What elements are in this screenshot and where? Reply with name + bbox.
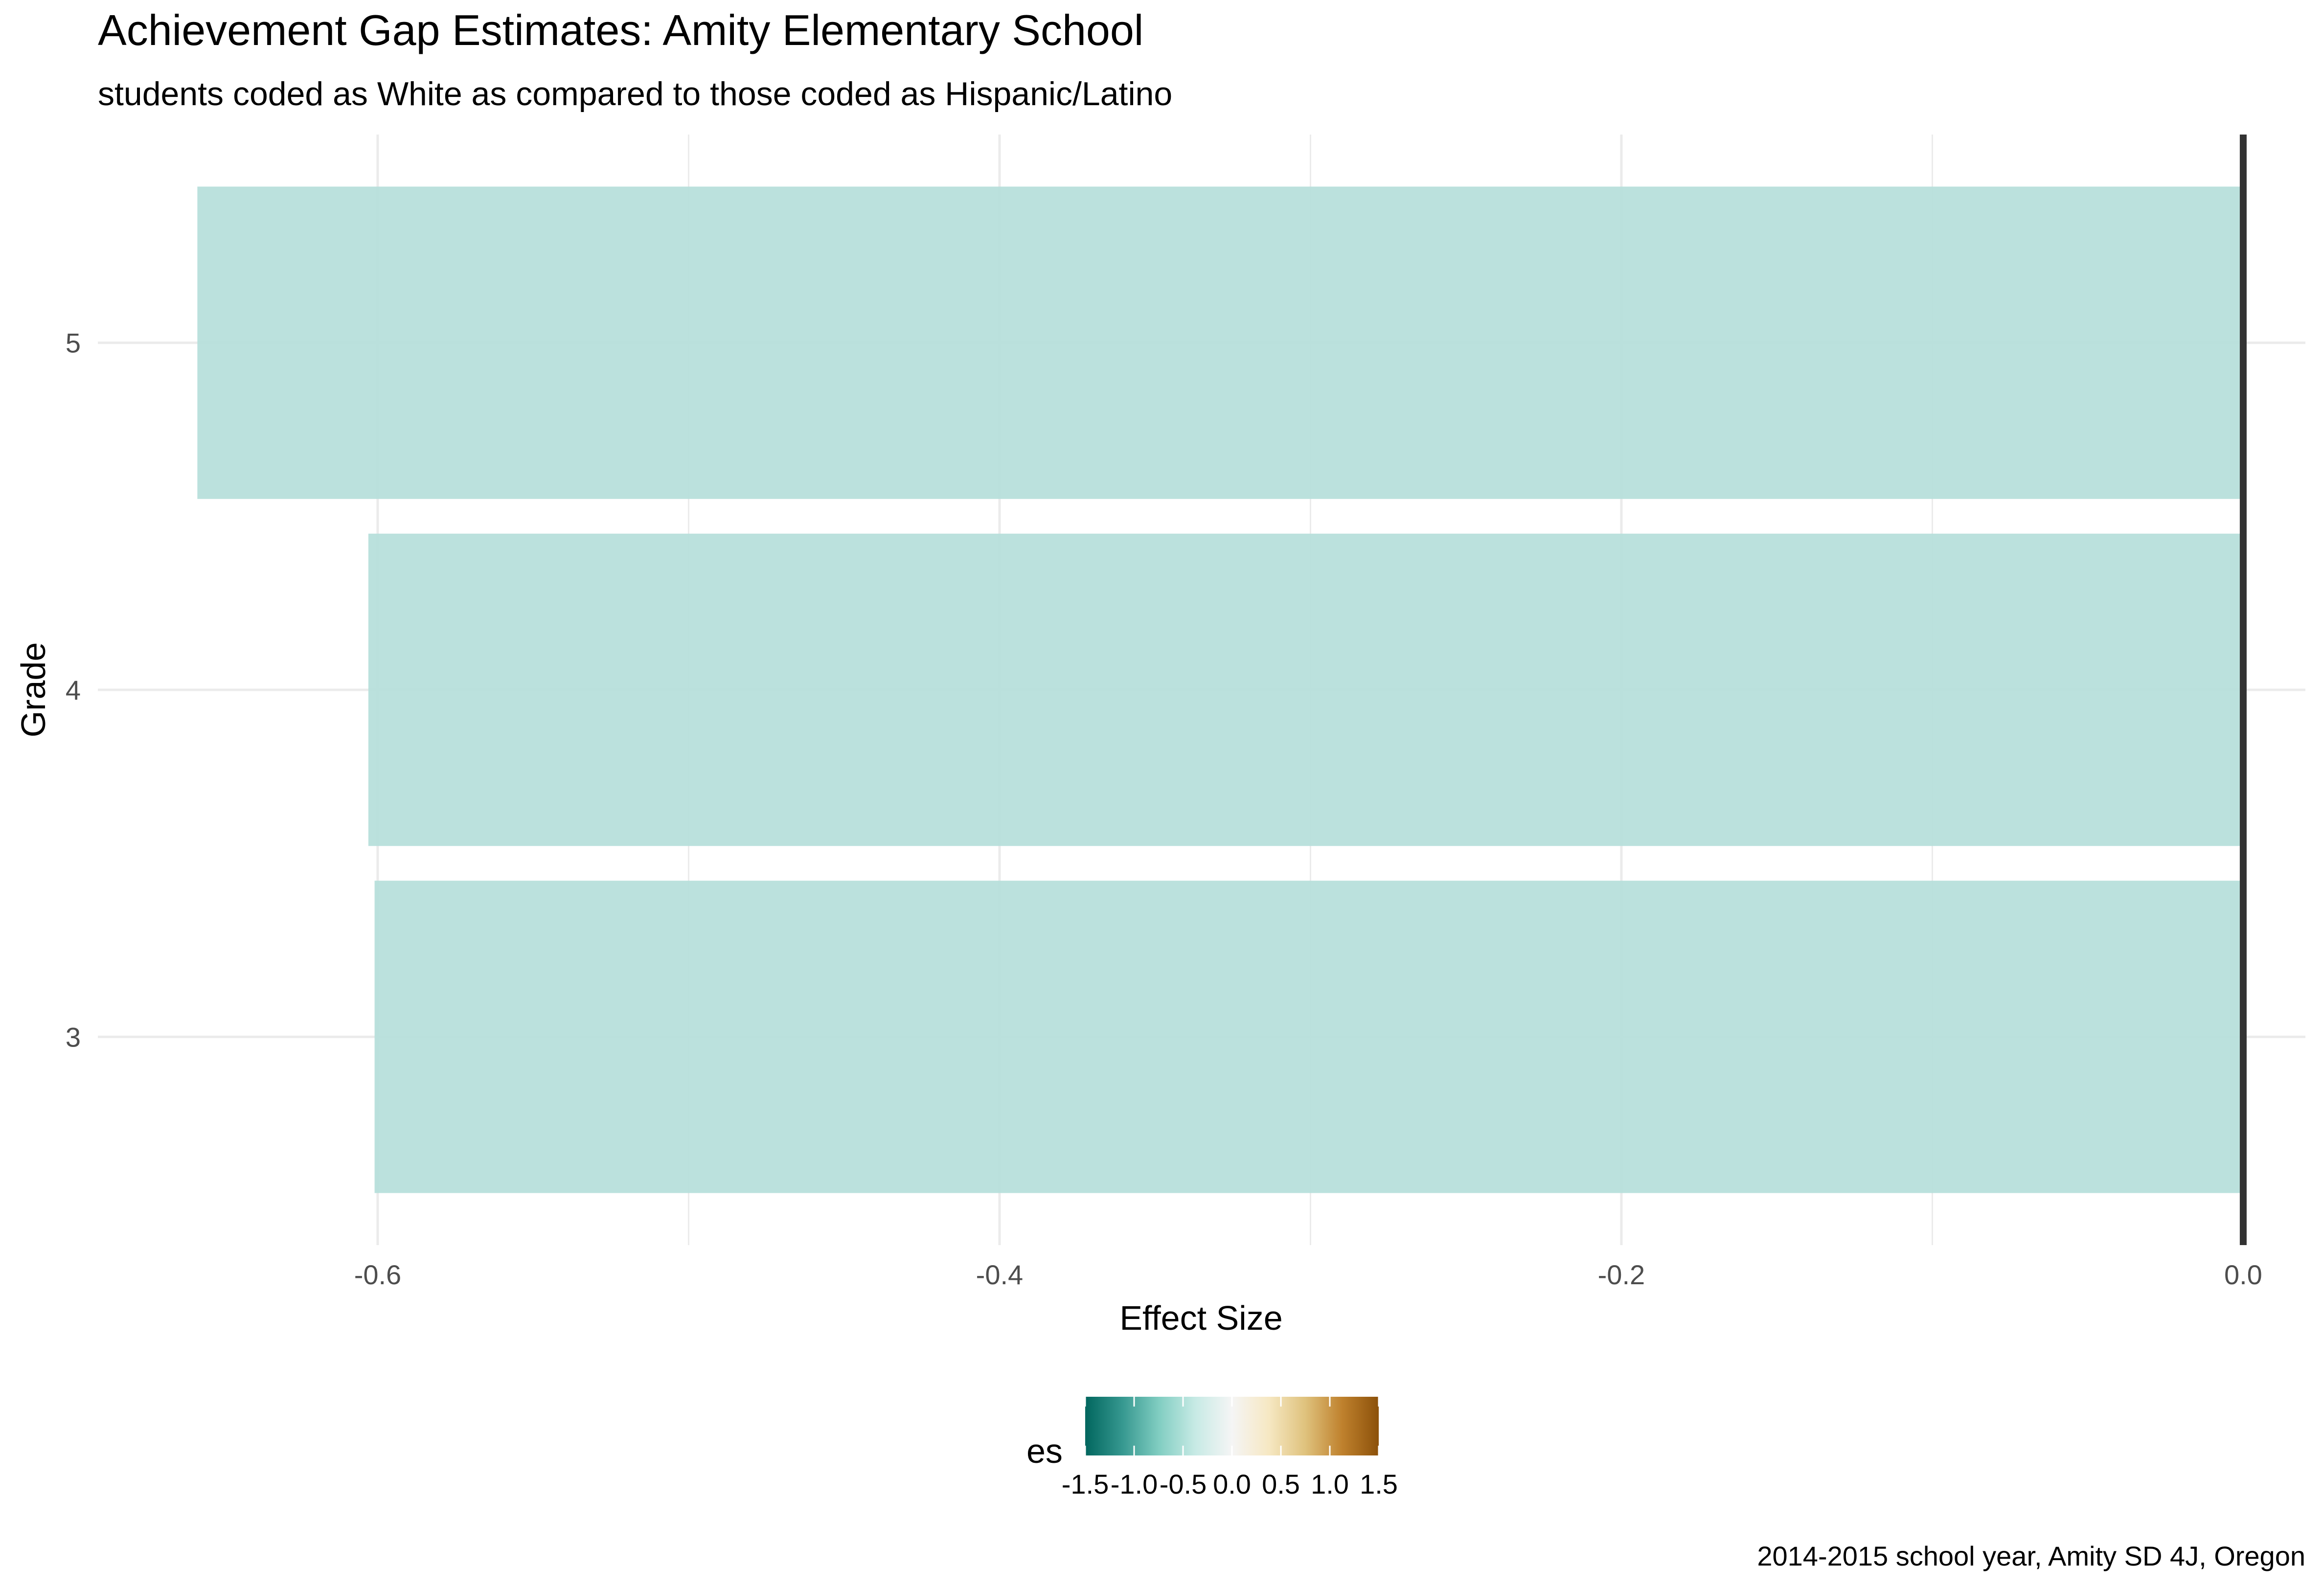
legend-tick-label: 0.0	[1213, 1469, 1251, 1499]
legend-ticks: -1.5 -1.0 -0.5 0.0 0.5 1.0 1.5	[1062, 1397, 1398, 1499]
x-axis-title: Effect Size	[1119, 1299, 1282, 1337]
y-tick-labels: 3 4 5	[66, 328, 81, 1053]
legend-tick-label: 1.0	[1311, 1469, 1349, 1499]
y-axis-title: Grade	[14, 642, 52, 738]
chart-subtitle: students coded as White as compared to t…	[98, 75, 1172, 113]
bar-grade-4	[368, 533, 2243, 846]
y-tick-label: 4	[66, 675, 81, 705]
y-tick-label: 3	[66, 1022, 81, 1052]
legend-tick-label: -0.5	[1160, 1469, 1207, 1499]
x-tick-label: -0.2	[1598, 1259, 1645, 1290]
legend-tick-label: -1.0	[1111, 1469, 1158, 1499]
bar-grade-5	[197, 186, 2243, 499]
chart-caption: 2014-2015 school year, Amity SD 4J, Oreg…	[1757, 1541, 2305, 1571]
color-legend: es -1.5 -1.0 -0.5 0.0 0.5 1.0 1.5	[1026, 1397, 1398, 1499]
legend-title: es	[1026, 1432, 1063, 1470]
chart-title: Achievement Gap Estimates: Amity Element…	[98, 6, 1143, 54]
x-tick-labels: -0.6 -0.4 -0.2 0.0	[354, 1259, 2262, 1290]
y-tick-label: 5	[66, 328, 81, 359]
legend-tick-label: 0.5	[1262, 1469, 1300, 1499]
bar-grade-3	[374, 881, 2243, 1193]
legend-tick-label: 1.5	[1360, 1469, 1398, 1499]
x-tick-label: -0.6	[354, 1259, 402, 1290]
bars	[197, 186, 2243, 1193]
x-tick-label: 0.0	[2224, 1259, 2262, 1290]
x-tick-label: -0.4	[976, 1259, 1024, 1290]
legend-tick-label: -1.5	[1062, 1469, 1109, 1499]
